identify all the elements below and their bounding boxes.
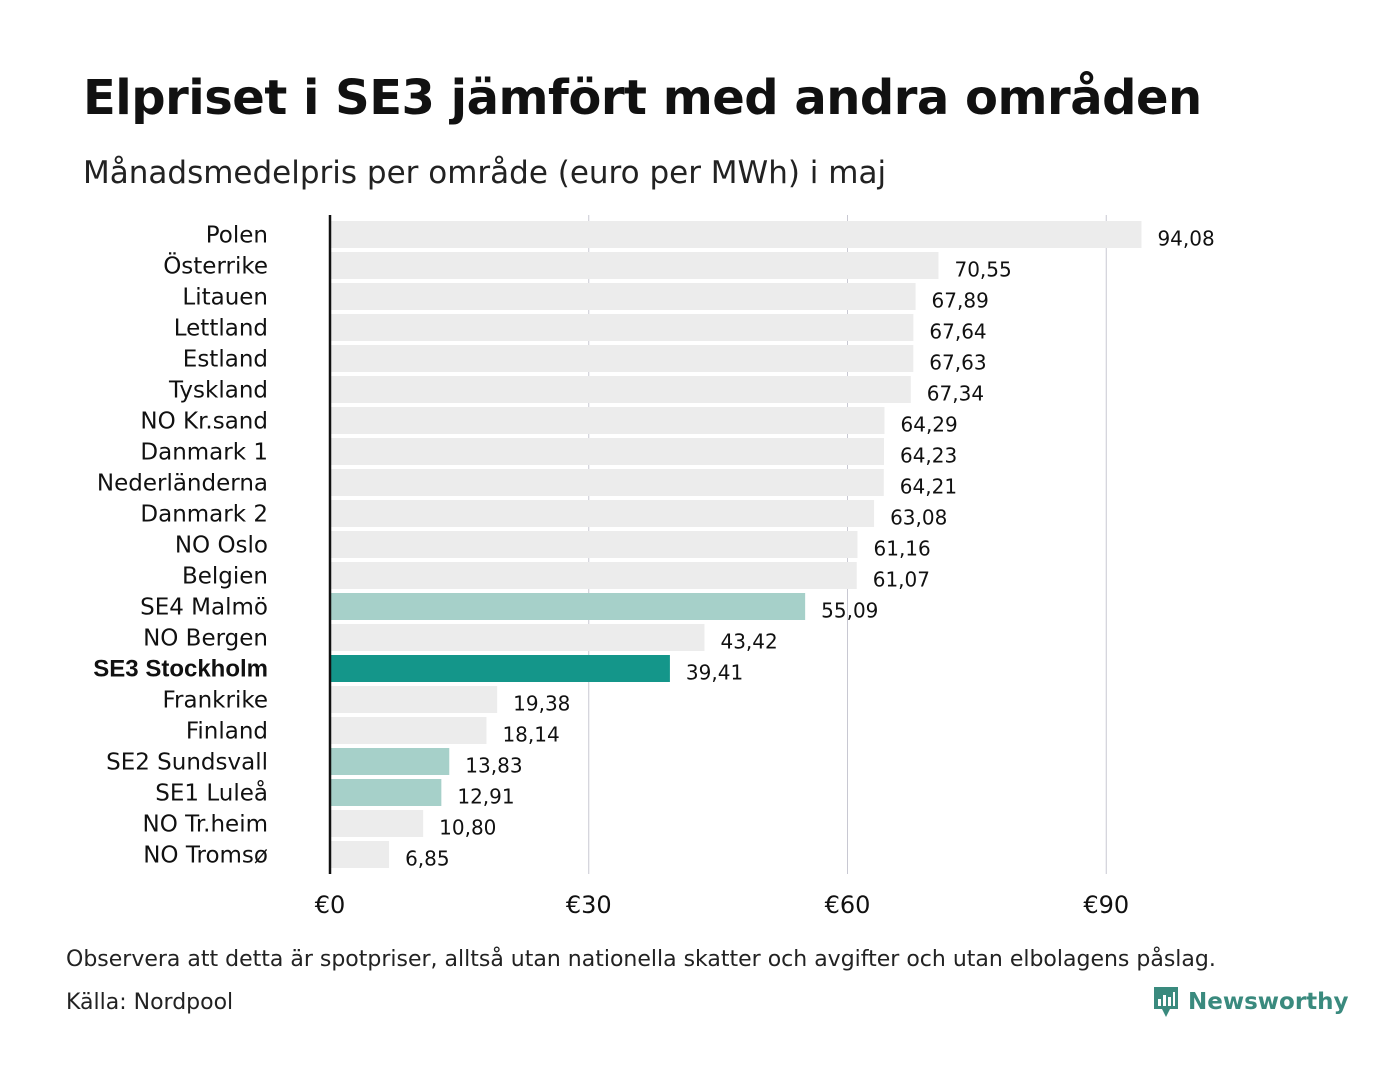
- category-label: Belgien: [182, 564, 268, 590]
- x-tick-label: €0: [315, 891, 346, 919]
- category-label: SE4 Malmö: [140, 595, 268, 621]
- bar: [330, 221, 1142, 248]
- value-label: 19,38: [513, 692, 570, 716]
- category-label: NO Tromsø: [143, 843, 268, 869]
- chart-title: Elpriset i SE3 jämfört med andra områden: [83, 70, 1202, 126]
- category-label: Danmark 1: [140, 440, 268, 466]
- category-label: Österrike: [163, 252, 268, 280]
- category-label: NO Kr.sand: [140, 409, 268, 435]
- bar: [330, 748, 450, 775]
- bar: [330, 376, 911, 403]
- chart-bubble-icon: [1154, 987, 1178, 1017]
- bar: [330, 593, 806, 620]
- value-label: 67,89: [932, 289, 989, 313]
- value-label: 64,21: [900, 475, 957, 499]
- category-label: Frankrike: [163, 688, 269, 714]
- category-label: Polen: [206, 223, 268, 249]
- chart-subtitle: Månadsmedelpris per område (euro per MWh…: [83, 155, 887, 191]
- value-label: 55,09: [821, 599, 878, 623]
- bar: [330, 655, 670, 682]
- source-note: Källa: Nordpool: [66, 990, 234, 1015]
- bar: [330, 283, 916, 310]
- value-label: 61,16: [874, 537, 931, 561]
- value-label: 67,63: [929, 351, 986, 375]
- value-label: 63,08: [890, 506, 947, 530]
- bar: [330, 500, 875, 527]
- category-label: SE1 Luleå: [155, 779, 268, 807]
- value-label: 94,08: [1157, 227, 1214, 251]
- bar: [330, 531, 858, 558]
- value-label: 61,07: [873, 568, 930, 592]
- bar: [330, 438, 884, 465]
- value-label: 6,85: [405, 847, 450, 871]
- category-label: Finland: [186, 719, 268, 745]
- bar: [330, 779, 442, 806]
- bar: [330, 469, 884, 496]
- bar: [330, 252, 939, 279]
- bar: [330, 562, 857, 589]
- x-tick-label: €60: [825, 891, 871, 919]
- category-label: SE3 Stockholm: [93, 656, 268, 683]
- footnote: Observera att detta är spotpriser, allts…: [66, 947, 1216, 972]
- category-label: SE2 Sundsvall: [106, 750, 268, 776]
- brand-name: Newsworthy: [1188, 989, 1349, 1015]
- value-label: 67,34: [927, 382, 984, 406]
- category-label: NO Bergen: [143, 626, 268, 652]
- bar: [330, 841, 390, 868]
- bar: [330, 314, 914, 341]
- value-label: 43,42: [720, 630, 777, 654]
- value-label: 18,14: [502, 723, 559, 747]
- category-label: Lettland: [174, 316, 268, 342]
- category-label: Estland: [183, 347, 268, 373]
- category-label: Litauen: [182, 285, 268, 311]
- value-label: 13,83: [465, 754, 522, 778]
- value-label: 10,80: [439, 816, 496, 840]
- category-label: Nederländerna: [97, 471, 268, 497]
- bar-chart: Polen 94,08 Österrike 70,55 Litauen 67,89 Lett…: [93, 215, 1215, 919]
- category-label: NO Oslo: [175, 533, 268, 559]
- x-tick-label: €30: [566, 891, 612, 919]
- bar: [330, 810, 424, 837]
- value-label: 64,29: [901, 413, 958, 437]
- bar: [330, 624, 705, 651]
- value-label: 12,91: [457, 785, 514, 809]
- category-label: Tyskland: [168, 378, 268, 404]
- bar: [330, 686, 498, 713]
- category-label: NO Tr.heim: [143, 812, 268, 838]
- category-label: Danmark 2: [140, 502, 268, 528]
- x-tick-label: €90: [1083, 891, 1129, 919]
- brand-logo: Newsworthy: [1152, 985, 1349, 1019]
- value-label: 64,23: [900, 444, 957, 468]
- value-label: 67,64: [929, 320, 986, 344]
- value-label: 39,41: [686, 661, 743, 685]
- bar: [330, 717, 487, 744]
- value-label: 70,55: [954, 258, 1011, 282]
- bar: [330, 345, 914, 372]
- bar: [330, 407, 885, 434]
